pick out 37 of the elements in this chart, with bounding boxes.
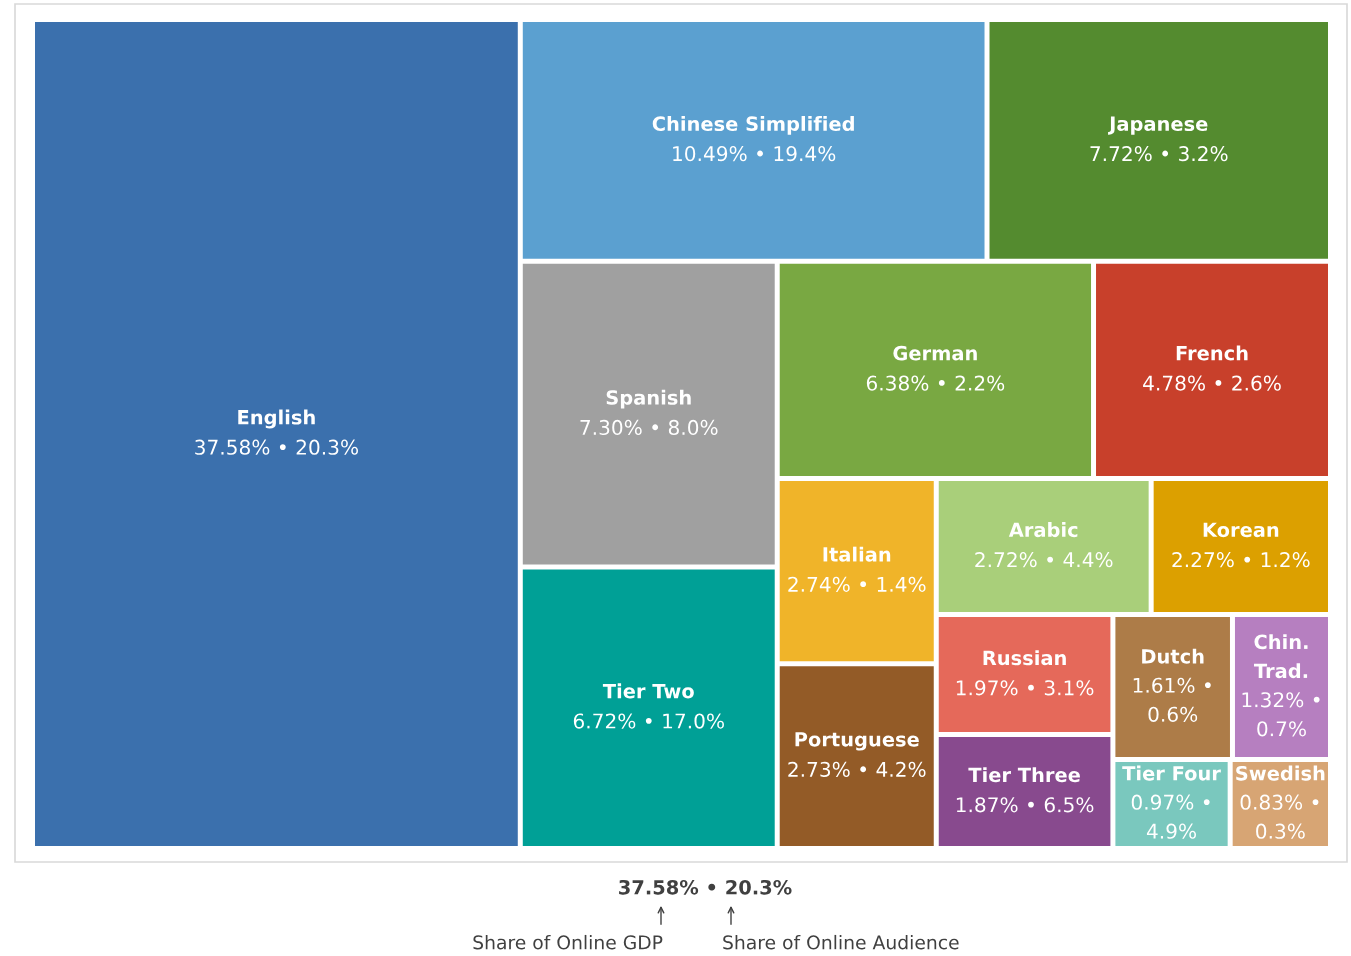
data-label: 2.74% • 1.4% — [788, 576, 926, 592]
category-label: Tier Two — [602, 683, 694, 699]
data-label: 4.78% • 2.6% — [1143, 375, 1281, 391]
data-label: 1.97% • 3.1% — [956, 680, 1094, 696]
category-label: German — [893, 345, 977, 361]
data-label: 1.87% • 6.5% — [956, 797, 1094, 813]
category-label: English — [238, 409, 315, 429]
category-label: Arabic — [1008, 522, 1078, 538]
category-label: Swedish — [1236, 765, 1325, 781]
category-label: French — [1176, 345, 1248, 361]
category-label: Portuguese — [795, 732, 919, 751]
data-label: 10.49% • 19.4% — [673, 146, 836, 162]
category-label: Chinese Simplified — [652, 116, 854, 135]
category-label: Dutch — [1142, 648, 1204, 664]
data-label: 0.83% • 0.3% — [1240, 794, 1319, 839]
category-label: Italian — [823, 546, 891, 562]
category-label: Spanish — [606, 389, 691, 409]
category-label: Chin. Trad. — [1254, 634, 1308, 679]
category-label: Korean — [1203, 522, 1279, 538]
text: 37.58% • 20.3% — [619, 879, 792, 895]
text: Share of Online GDP — [473, 934, 663, 950]
category-label: Russian — [983, 650, 1066, 666]
data-label: 1.61% • 0.6% — [1133, 677, 1211, 722]
data-label: 2.73% • 4.2% — [788, 761, 926, 777]
text: Share of Online Audience — [723, 934, 959, 950]
data-label: 7.30% • 8.0% — [580, 419, 718, 436]
data-label: 6.38% • 2.2% — [866, 375, 1005, 391]
data-label: 37.58% • 20.3% — [195, 439, 359, 455]
data-label: 1.32% • 0.7% — [1242, 692, 1320, 737]
category-label: Tier Three — [968, 767, 1080, 783]
data-label: 6.72% • 17.0% — [573, 713, 724, 729]
data-label: 2.72% • 4.4% — [975, 552, 1113, 568]
data-label: 7.72% • 3.2% — [1090, 146, 1228, 162]
category-label: Japanese — [1108, 116, 1208, 135]
category-label: Tier Four — [1122, 765, 1221, 781]
data-label: 0.97% • 4.9% — [1131, 794, 1210, 839]
data-label: 2.27% • 1.2% — [1172, 552, 1310, 568]
